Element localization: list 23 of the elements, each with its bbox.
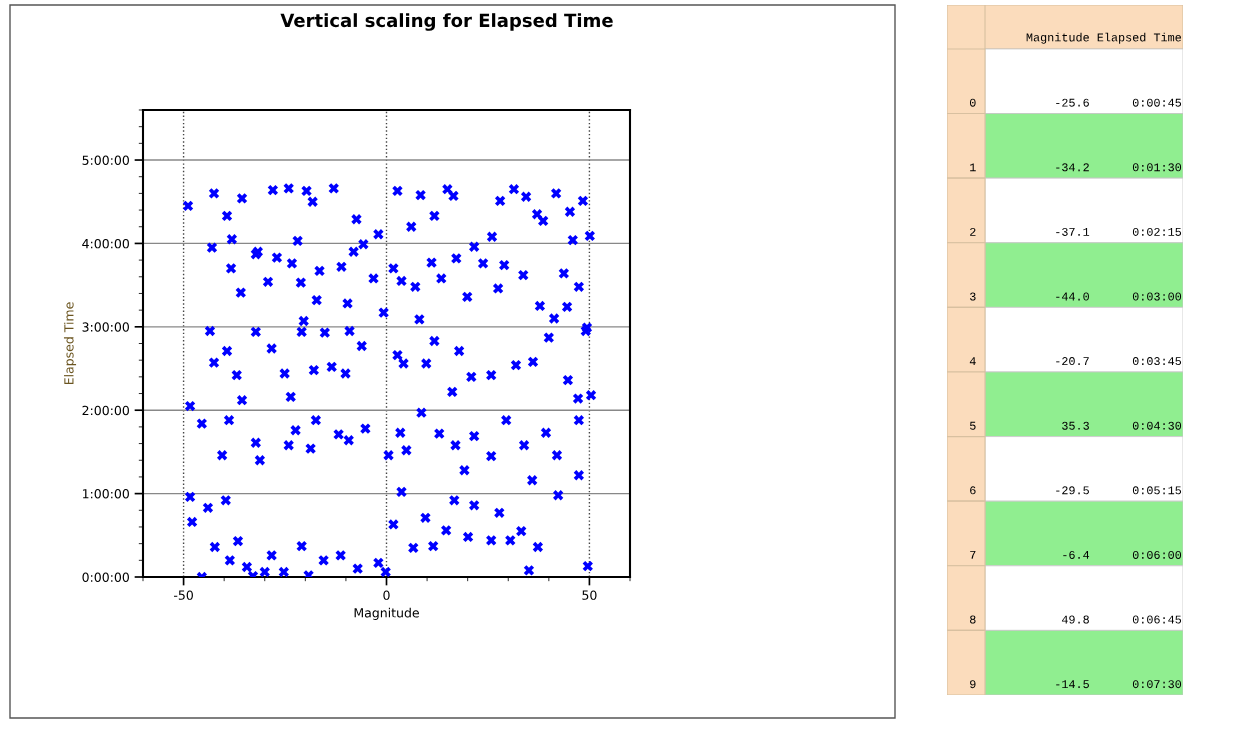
text: 9 -14.5 0:07:30 [970, 680, 1182, 689]
x-tick-label: 50 [582, 590, 597, 600]
text: 4 -20.7 0:03:45 [969, 357, 1182, 366]
y-tick-label: 0:00:00 [82, 572, 129, 582]
text: 6 -29.5 0:05:15 [970, 486, 1182, 495]
y-axis-title: Elapsed Time [63, 302, 77, 385]
chart-title: Vertical scaling for Elapsed Time [280, 13, 613, 31]
text: Magnitude Elapsed Time [1026, 32, 1182, 44]
text: 0 -25.6 0:00:45 [969, 98, 1182, 107]
text: 7 -6.4 0:06:00 [970, 550, 1182, 559]
y-tick-label: 4:00:00 [82, 238, 129, 249]
text: 3 -44.0 0:03:00 [969, 292, 1182, 301]
text: 2 -37.1 0:02:15 [970, 227, 1182, 236]
y-tick-label: 2:00:00 [82, 405, 129, 416]
y-tick-label: 1:00:00 [82, 489, 129, 499]
text: 8 49.8 0:06:45 [970, 615, 1182, 624]
x-tick-label: 0 [383, 590, 390, 600]
text: 1 -34.2 0:01:30 [970, 163, 1182, 172]
text: 5 35.3 0:04:30 [969, 421, 1182, 430]
x-axis-title: Magnitude [354, 607, 419, 620]
y-tick-label: 3:00:00 [82, 322, 129, 332]
x-tick-label: -50 [173, 590, 193, 600]
y-tick-label: 5:00:00 [82, 155, 129, 165]
